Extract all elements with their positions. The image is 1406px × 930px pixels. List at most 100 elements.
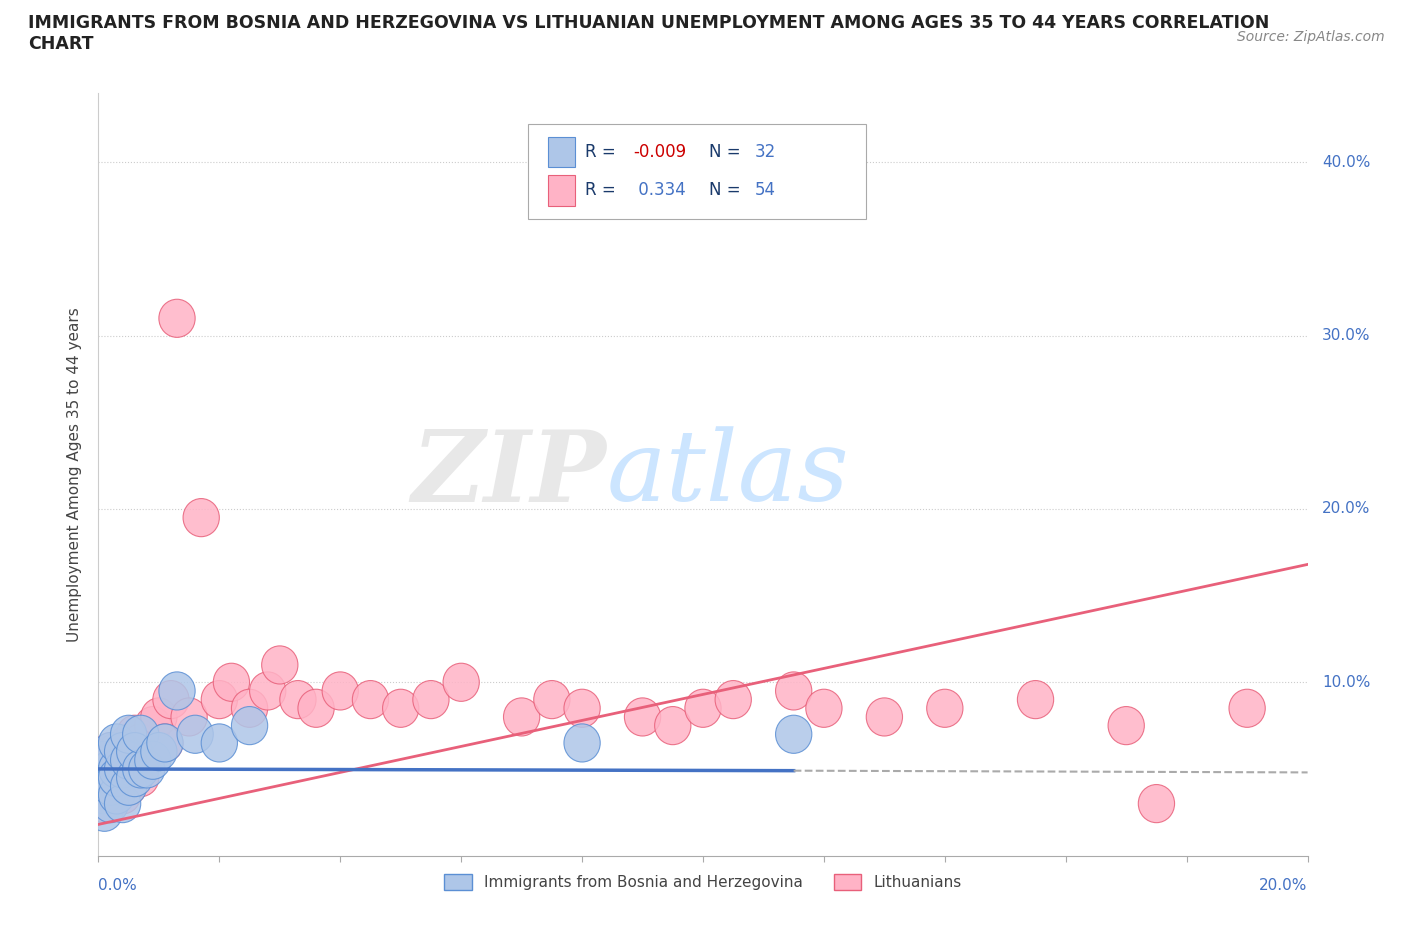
Text: N =: N = bbox=[709, 181, 747, 199]
Ellipse shape bbox=[214, 663, 250, 701]
Ellipse shape bbox=[104, 759, 141, 797]
Ellipse shape bbox=[135, 741, 172, 779]
Text: -0.009: -0.009 bbox=[633, 143, 686, 161]
FancyBboxPatch shape bbox=[548, 175, 575, 206]
Text: IMMIGRANTS FROM BOSNIA AND HERZEGOVINA VS LITHUANIAN UNEMPLOYMENT AMONG AGES 35 : IMMIGRANTS FROM BOSNIA AND HERZEGOVINA V… bbox=[28, 14, 1270, 32]
Text: 0.334: 0.334 bbox=[633, 181, 686, 199]
Ellipse shape bbox=[111, 767, 146, 805]
Ellipse shape bbox=[122, 724, 159, 762]
Ellipse shape bbox=[280, 681, 316, 719]
Text: 54: 54 bbox=[755, 181, 776, 199]
Ellipse shape bbox=[98, 750, 135, 788]
Text: Source: ZipAtlas.com: Source: ZipAtlas.com bbox=[1237, 30, 1385, 44]
Ellipse shape bbox=[129, 750, 165, 788]
Ellipse shape bbox=[93, 733, 129, 771]
Ellipse shape bbox=[122, 715, 159, 753]
Ellipse shape bbox=[382, 689, 419, 727]
FancyBboxPatch shape bbox=[548, 137, 575, 167]
Ellipse shape bbox=[322, 671, 359, 710]
Ellipse shape bbox=[98, 724, 135, 762]
Ellipse shape bbox=[117, 715, 153, 753]
Text: 20.0%: 20.0% bbox=[1322, 501, 1371, 516]
FancyBboxPatch shape bbox=[527, 124, 866, 219]
Ellipse shape bbox=[93, 750, 129, 788]
Ellipse shape bbox=[104, 750, 141, 788]
Ellipse shape bbox=[159, 671, 195, 710]
Ellipse shape bbox=[655, 707, 690, 745]
Ellipse shape bbox=[927, 689, 963, 727]
Ellipse shape bbox=[104, 733, 141, 771]
Text: 10.0%: 10.0% bbox=[1322, 675, 1371, 690]
Ellipse shape bbox=[111, 724, 146, 762]
Ellipse shape bbox=[806, 689, 842, 727]
Ellipse shape bbox=[153, 681, 190, 719]
Ellipse shape bbox=[177, 715, 214, 753]
Ellipse shape bbox=[443, 663, 479, 701]
Ellipse shape bbox=[866, 698, 903, 736]
Ellipse shape bbox=[117, 733, 153, 771]
Text: R =: R = bbox=[585, 143, 620, 161]
Ellipse shape bbox=[98, 776, 135, 814]
Text: N =: N = bbox=[709, 143, 747, 161]
Ellipse shape bbox=[298, 689, 335, 727]
Ellipse shape bbox=[111, 767, 146, 805]
Text: 40.0%: 40.0% bbox=[1322, 154, 1371, 170]
Ellipse shape bbox=[111, 741, 146, 779]
Ellipse shape bbox=[201, 724, 238, 762]
Ellipse shape bbox=[262, 645, 298, 684]
Text: 0.0%: 0.0% bbox=[98, 879, 138, 894]
Text: 20.0%: 20.0% bbox=[1260, 879, 1308, 894]
Ellipse shape bbox=[98, 750, 135, 788]
Ellipse shape bbox=[122, 750, 159, 788]
Ellipse shape bbox=[503, 698, 540, 736]
Ellipse shape bbox=[232, 689, 267, 727]
Ellipse shape bbox=[146, 724, 183, 762]
Text: 32: 32 bbox=[755, 143, 776, 161]
Ellipse shape bbox=[98, 759, 135, 797]
Ellipse shape bbox=[172, 698, 207, 736]
Ellipse shape bbox=[776, 671, 811, 710]
Text: 30.0%: 30.0% bbox=[1322, 328, 1371, 343]
Ellipse shape bbox=[685, 689, 721, 727]
Ellipse shape bbox=[86, 741, 122, 779]
Ellipse shape bbox=[141, 733, 177, 771]
Ellipse shape bbox=[159, 299, 195, 338]
Ellipse shape bbox=[1108, 707, 1144, 745]
Ellipse shape bbox=[183, 498, 219, 537]
Ellipse shape bbox=[117, 759, 153, 797]
Ellipse shape bbox=[1139, 785, 1174, 823]
Ellipse shape bbox=[146, 724, 183, 762]
Ellipse shape bbox=[1018, 681, 1053, 719]
Ellipse shape bbox=[104, 733, 141, 771]
Ellipse shape bbox=[98, 733, 135, 771]
Ellipse shape bbox=[1229, 689, 1265, 727]
Ellipse shape bbox=[111, 715, 146, 753]
Ellipse shape bbox=[86, 793, 122, 831]
Ellipse shape bbox=[93, 767, 129, 805]
Ellipse shape bbox=[413, 681, 449, 719]
Ellipse shape bbox=[716, 681, 751, 719]
Ellipse shape bbox=[141, 698, 177, 736]
Ellipse shape bbox=[776, 715, 811, 753]
Ellipse shape bbox=[104, 776, 141, 814]
Ellipse shape bbox=[93, 741, 129, 779]
Ellipse shape bbox=[93, 733, 129, 771]
Legend: Immigrants from Bosnia and Herzegovina, Lithuanians: Immigrants from Bosnia and Herzegovina, … bbox=[437, 866, 969, 897]
Ellipse shape bbox=[93, 785, 129, 823]
Ellipse shape bbox=[86, 767, 122, 805]
Ellipse shape bbox=[104, 785, 141, 823]
Ellipse shape bbox=[86, 741, 122, 779]
Ellipse shape bbox=[86, 776, 122, 814]
Ellipse shape bbox=[135, 707, 172, 745]
Text: R =: R = bbox=[585, 181, 620, 199]
Ellipse shape bbox=[86, 785, 122, 823]
Ellipse shape bbox=[353, 681, 388, 719]
Text: atlas: atlas bbox=[606, 427, 849, 522]
Y-axis label: Unemployment Among Ages 35 to 44 years: Unemployment Among Ages 35 to 44 years bbox=[67, 307, 83, 642]
Ellipse shape bbox=[117, 741, 153, 779]
Ellipse shape bbox=[250, 671, 285, 710]
Text: ZIP: ZIP bbox=[412, 426, 606, 523]
Ellipse shape bbox=[111, 750, 146, 788]
Ellipse shape bbox=[564, 724, 600, 762]
Ellipse shape bbox=[624, 698, 661, 736]
